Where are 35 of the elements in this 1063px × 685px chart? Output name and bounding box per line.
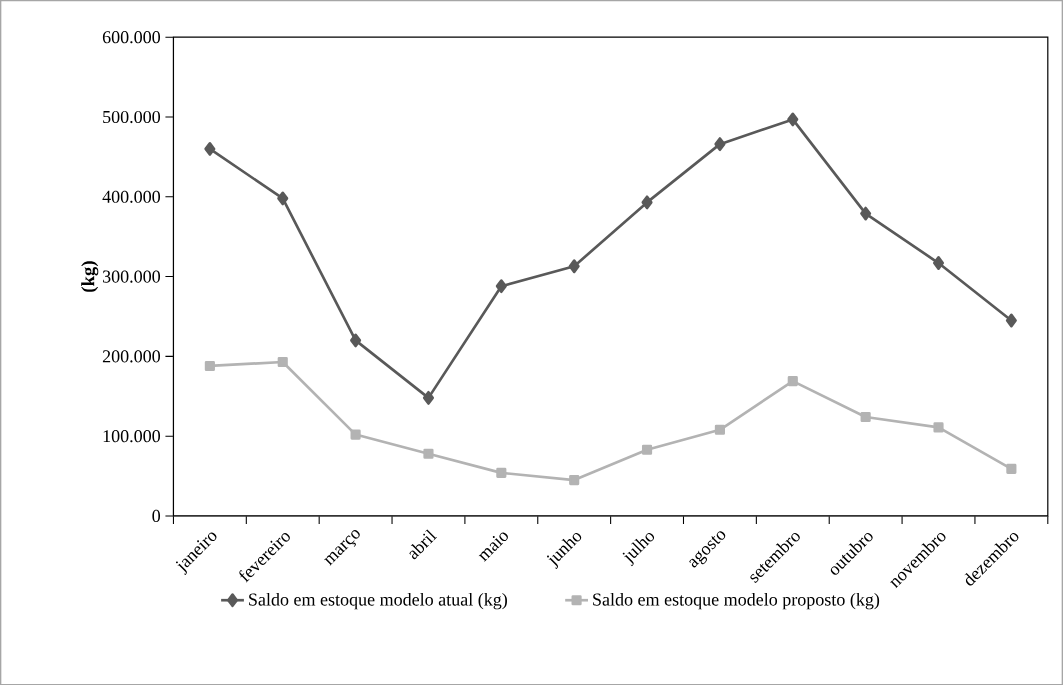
y-tick-label: 0 [152, 509, 161, 522]
y-tick-label: 300.000 [102, 270, 161, 283]
point [714, 424, 725, 435]
legend-label: Saldo em estoque modelo proposto (kg) [593, 592, 880, 610]
point [787, 375, 798, 387]
point [933, 422, 944, 433]
point [641, 444, 653, 455]
point [277, 356, 288, 367]
legend-label: Saldo em estoque modelo atual (kg) [249, 592, 507, 610]
y-tick-label: 200.000 [102, 350, 161, 363]
y-tick-label: 600.000 [102, 30, 161, 44]
point [932, 255, 945, 270]
point [1005, 313, 1017, 328]
point [277, 191, 289, 206]
point [860, 206, 872, 221]
point [568, 259, 580, 273]
point [422, 390, 435, 405]
point [495, 279, 507, 293]
y-tick-label: 100.000 [103, 429, 161, 443]
point [569, 474, 580, 485]
point [787, 112, 799, 127]
y-tick-label: 400.000 [102, 190, 161, 203]
point [204, 360, 215, 371]
point [860, 411, 871, 422]
point [714, 137, 726, 151]
point [496, 467, 507, 478]
y-axis-title: (kg) [81, 261, 99, 292]
point [423, 448, 434, 459]
point [1006, 463, 1017, 474]
point [641, 195, 653, 210]
point [350, 429, 361, 440]
point [350, 333, 362, 348]
point [204, 141, 216, 156]
x-tick-label: maio [478, 532, 508, 562]
y-tick-label: 500.000 [103, 110, 161, 123]
